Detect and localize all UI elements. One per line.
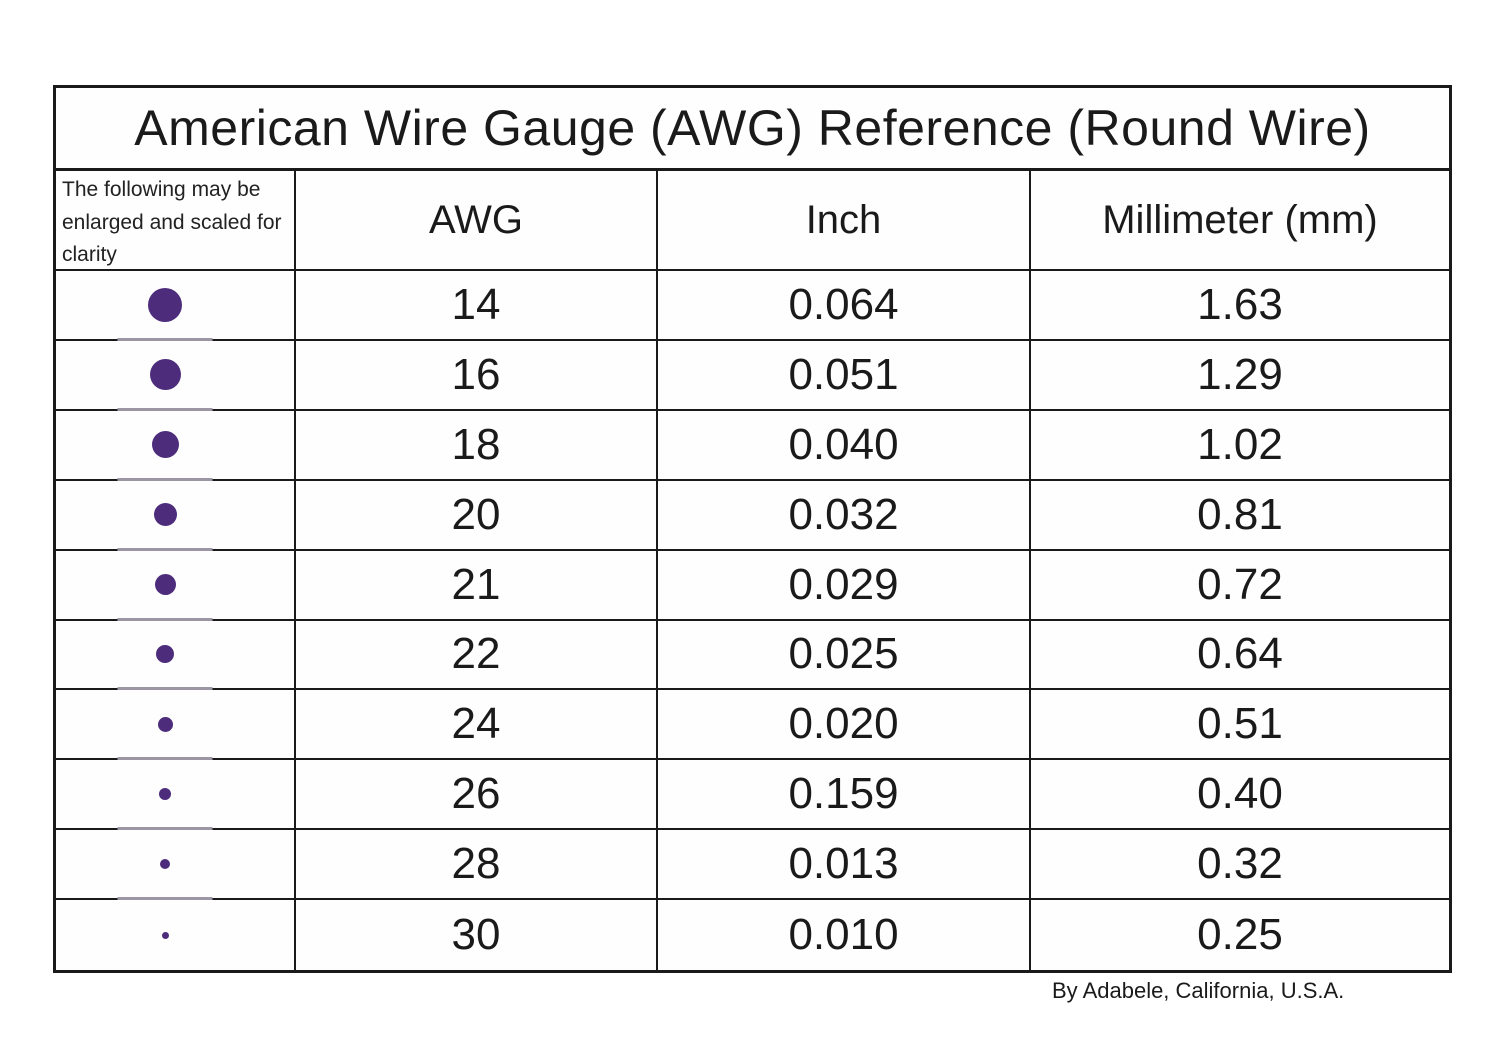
- wire-size-dot-icon: [154, 574, 176, 596]
- mm-cell: 0.25: [1197, 910, 1283, 960]
- inch-cell: 0.010: [658, 900, 1031, 970]
- dot-underline: [117, 407, 213, 411]
- awg-cell: 18: [296, 410, 658, 481]
- mm-cell: 0.51: [1031, 690, 1449, 761]
- wire-size-dot-icon: [149, 359, 181, 391]
- dot-underline: [117, 477, 213, 481]
- inch-cell: 0.013: [658, 830, 1031, 901]
- dot-underline: [117, 757, 213, 761]
- wire-dot-cell: [56, 900, 296, 970]
- inch-cell: 0.020: [658, 690, 1031, 761]
- mm-cell: 0.64: [1031, 621, 1449, 691]
- wire-size-dot-icon: [159, 788, 171, 801]
- wire-dot-cell: [56, 271, 296, 341]
- inch-cell: 0.032: [658, 480, 1031, 551]
- mm-cell: 1.02: [1031, 411, 1449, 481]
- wire-size-dot-icon: [153, 503, 177, 527]
- inch-cell: 0.051: [658, 340, 1031, 411]
- wire-size-dot-icon: [156, 645, 174, 664]
- mm-cell: 1.63: [1031, 271, 1449, 341]
- inch-cell: 0.029: [658, 550, 1031, 621]
- attribution-text: By Adabele, California, U.S.A.: [1052, 978, 1345, 1003]
- inch-cell: 0.159: [658, 760, 1031, 831]
- column-header-mm: Millimeter (mm): [1031, 171, 1449, 271]
- dot-underline: [117, 827, 213, 831]
- awg-cell: 22: [296, 620, 658, 691]
- dot-underline: [117, 687, 213, 691]
- wire-dot-cell: [56, 340, 296, 411]
- column-header-inch: Inch: [658, 171, 1031, 271]
- wire-size-dot-icon: [151, 431, 179, 459]
- table-title: American Wire Gauge (AWG) Reference (Rou…: [56, 88, 1449, 171]
- mm-cell: 0.40: [1031, 760, 1449, 831]
- wire-size-dot-icon: [160, 859, 170, 870]
- mm-cell: 1.29: [1031, 341, 1449, 411]
- dot-underline: [117, 617, 213, 621]
- wire-size-dot-icon: [148, 287, 182, 322]
- clarity-note: The following may be enlarged and scaled…: [56, 171, 296, 271]
- wire-dot-cell: [56, 690, 296, 761]
- awg-cell: 28: [296, 830, 658, 901]
- wire-dot-cell: [56, 830, 296, 901]
- awg-cell: 21: [296, 550, 658, 621]
- column-header-awg: AWG: [296, 171, 658, 271]
- awg-cell: 26: [296, 760, 658, 831]
- wire-dot-cell: [56, 480, 296, 551]
- inch-cell: 0.025: [658, 620, 1031, 691]
- wire-dot-cell: [56, 550, 296, 621]
- awg-reference-table: American Wire Gauge (AWG) Reference (Rou…: [53, 85, 1452, 973]
- awg-cell: 14: [296, 271, 658, 341]
- table-grid: The following may be enlarged and scaled…: [56, 171, 1449, 970]
- wire-dot-cell: [56, 620, 296, 691]
- dot-underline: [117, 897, 213, 901]
- wire-dot-cell: [56, 760, 296, 831]
- wire-size-dot-icon: [161, 931, 169, 939]
- awg-cell: 20: [296, 480, 658, 551]
- awg-cell: 16: [296, 340, 658, 411]
- wire-size-dot-icon: [157, 716, 173, 732]
- dot-underline: [117, 547, 213, 551]
- awg-cell: 30: [296, 900, 658, 970]
- awg-cell: 24: [296, 690, 658, 761]
- mm-cell: 0.32: [1031, 830, 1449, 901]
- mm-cell: 0.72: [1031, 551, 1449, 621]
- mm-cell: 0.81: [1031, 481, 1449, 551]
- inch-cell: 0.040: [658, 410, 1031, 481]
- dot-underline: [117, 337, 213, 341]
- inch-cell: 0.064: [658, 271, 1031, 341]
- wire-dot-cell: [56, 410, 296, 481]
